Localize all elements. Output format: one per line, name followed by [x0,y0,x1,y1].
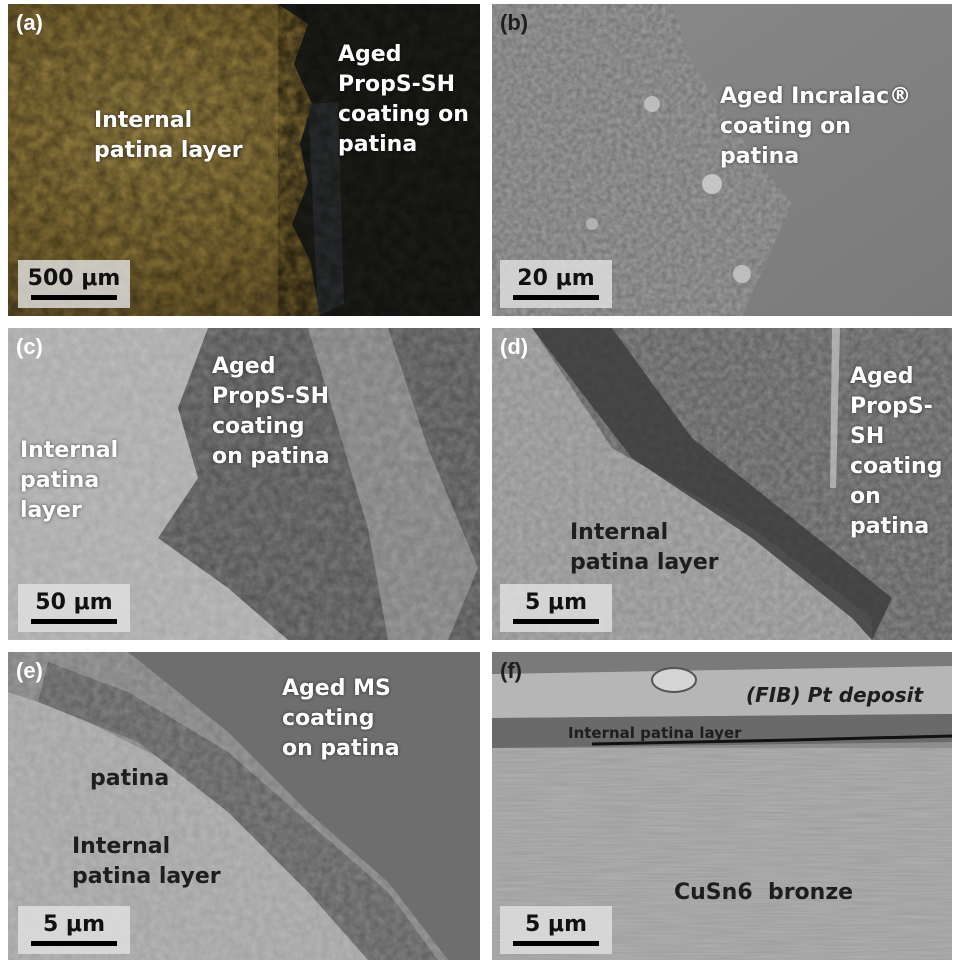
panel-a-micrograph [8,4,480,316]
scale-bar-text: 50 μm [35,590,113,615]
scale-bar: 5 μm [500,584,612,632]
panel-label: (e) [16,658,43,683]
panel-b: (b) Aged Incralac® coating on patina 20 … [492,4,952,316]
panel-c: (c) Internal patina layer Aged PropS-SH … [8,328,480,640]
panel-e-micrograph [8,652,480,960]
panel-label: (a) [16,10,43,35]
coating-label: Aged MS coating on patina [282,676,400,761]
scale-bar-line [513,941,599,946]
scale-bar-text: 5 μm [42,912,106,937]
internal-patina-label: Internal patina layer [20,438,119,523]
scale-bar-text: 5 μm [524,912,588,937]
scale-bar: 20 μm [500,260,612,308]
scale-bar: 5 μm [18,906,130,954]
patina-label: patina [90,766,170,791]
panel-e: (e) Aged MS coating on patina patina Int… [8,652,480,960]
scale-bar-line [31,941,117,946]
scale-bar-text: 5 μm [524,590,588,615]
panel-label: (f) [500,658,522,683]
internal-patina-label: Internal patina layer [568,724,742,742]
panel-label: (d) [500,334,529,359]
bronze-label: CuSn6 bronze [674,880,854,905]
coating-label: Aged Incralac® coating on patina [720,84,912,169]
coating-label: Aged PropS-SH coating on patina [212,354,330,469]
coating-label: Aged PropS-SH coating on patina [850,364,943,539]
internal-patina-label: Internal patina layer [570,520,719,575]
panel-c-micrograph [8,328,480,640]
scale-bar: 50 μm [18,584,130,632]
scale-bar: 5 μm [500,906,612,954]
scale-bar-line [513,619,599,624]
scale-bar: 500 μm [18,260,130,308]
internal-patina-label: Internal patina layer [72,834,221,889]
pt-deposit-label: (FIB) Pt deposit [746,683,924,707]
scale-bar-line [513,295,599,300]
scale-bar-line [31,295,117,300]
scale-bar-text: 500 μm [27,266,121,291]
panel-f-micrograph [492,652,952,960]
panel-a: (a) Internal patina layer Aged PropS-SH … [8,4,480,316]
panel-f: (f) (FIB) Pt deposit Internal patina lay… [492,652,952,960]
internal-patina-label: Internal patina layer [94,108,243,163]
scale-bar-text: 20 μm [517,266,595,291]
coating-label: Aged PropS-SH coating on patina [338,42,469,157]
panel-label: (b) [500,10,529,35]
panel-label: (c) [16,334,43,359]
scale-bar-line [31,619,117,624]
panel-d: (d) Aged PropS-SH coating on patina Inte… [492,328,952,640]
